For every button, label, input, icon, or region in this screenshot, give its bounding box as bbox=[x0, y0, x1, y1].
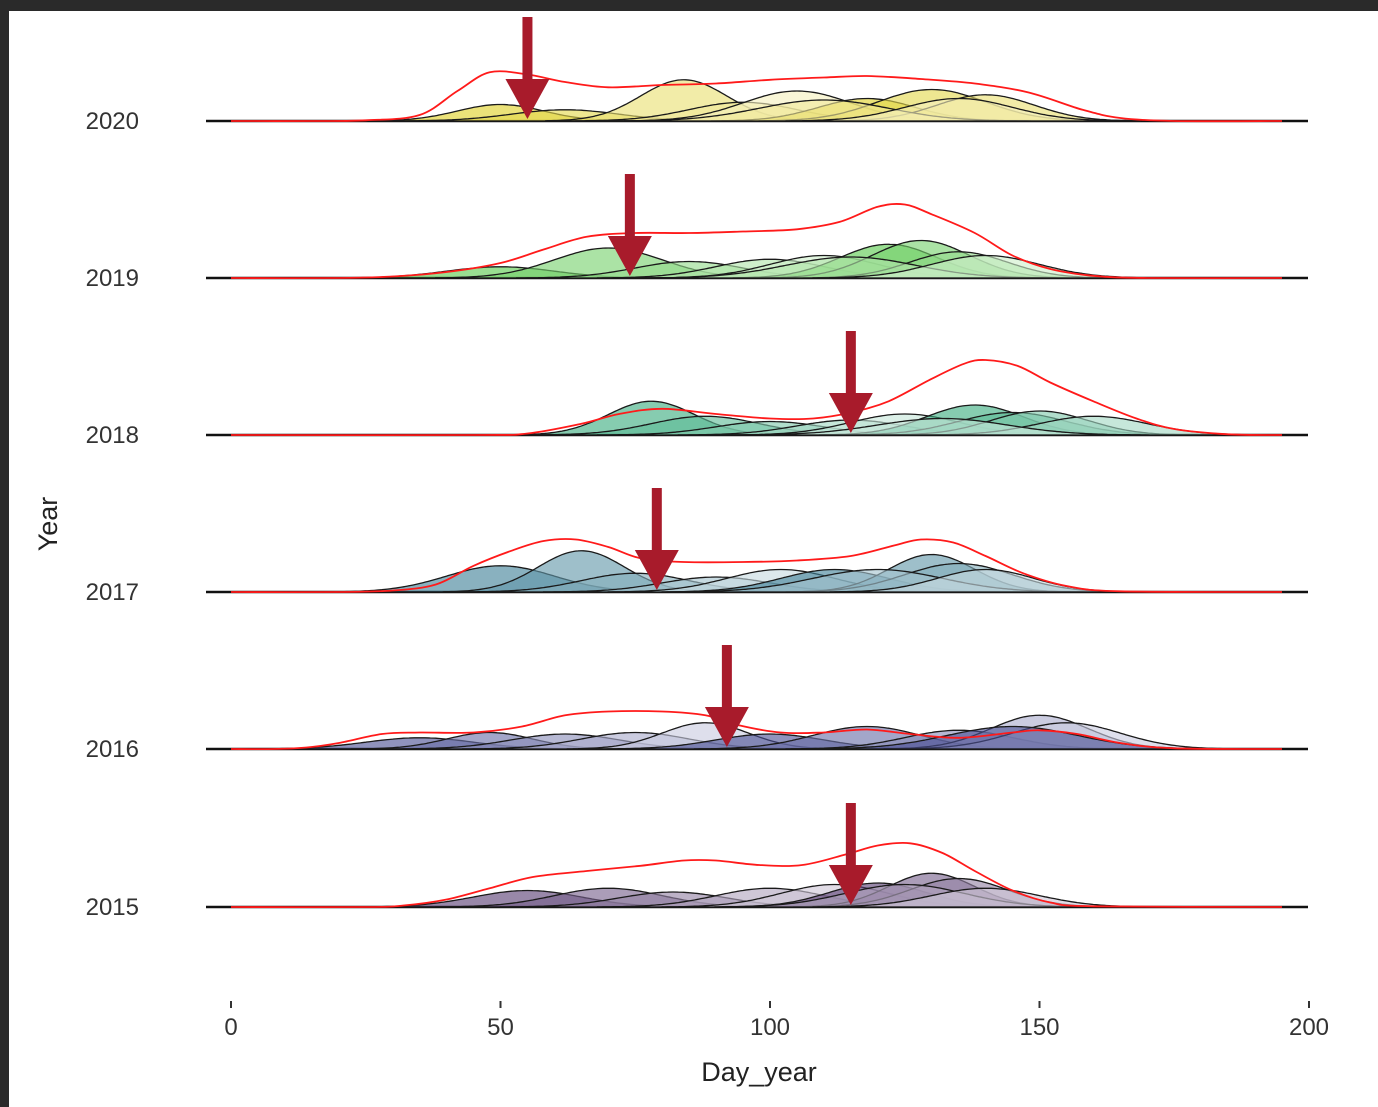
x-axis: 0 50 100 150 200 bbox=[224, 1001, 1329, 1041]
x-tick-label: 0 bbox=[224, 1014, 237, 1041]
y-tick-label: 2015 bbox=[86, 894, 139, 921]
x-axis-title: Day_year bbox=[701, 1057, 817, 1087]
individual-density bbox=[734, 417, 1150, 436]
y-tick-label: 2017 bbox=[86, 579, 139, 606]
x-tick-label: 150 bbox=[1019, 1014, 1059, 1041]
overall-density-line-2018 bbox=[230, 359, 1283, 437]
arrow-stem bbox=[845, 331, 856, 401]
overall-density-line-2019 bbox=[230, 203, 1283, 280]
x-tick-label: 50 bbox=[487, 1014, 514, 1041]
y-tick-label: 2020 bbox=[86, 108, 139, 135]
ridge-2017 bbox=[206, 488, 1308, 594]
arrow-stem bbox=[845, 803, 856, 873]
ridge-2018 bbox=[206, 331, 1308, 437]
y-tick-label: 2018 bbox=[86, 422, 139, 449]
arrow-head bbox=[828, 393, 873, 433]
arrow-stem bbox=[721, 645, 732, 715]
arrow-head bbox=[704, 707, 749, 747]
arrow-head bbox=[634, 550, 679, 590]
arrow-stem bbox=[651, 488, 662, 558]
overall-density-line-2015 bbox=[230, 841, 1283, 909]
y-axis: 2020 2019 2018 2017 2016 2015 bbox=[86, 108, 139, 921]
x-tick-label: 100 bbox=[750, 1014, 790, 1041]
arrow-stem bbox=[624, 174, 635, 244]
ridge-2020 bbox=[206, 17, 1308, 123]
x-tick-label: 200 bbox=[1289, 1014, 1329, 1041]
y-tick-label: 2019 bbox=[86, 265, 139, 292]
arrow-stem bbox=[522, 17, 533, 87]
arrow-head bbox=[828, 865, 873, 905]
overall-density-line-2020 bbox=[230, 70, 1283, 123]
overall-density-line-2017 bbox=[230, 538, 1283, 594]
ridge-2016 bbox=[206, 645, 1308, 751]
arrow-head bbox=[607, 236, 652, 276]
ridge-2015 bbox=[206, 803, 1308, 909]
y-axis-title: Year bbox=[33, 497, 63, 552]
y-tick-label: 2016 bbox=[86, 736, 139, 763]
individual-density bbox=[812, 887, 1159, 908]
arrow-head bbox=[505, 79, 550, 119]
plot-frame: 0 50 100 150 200 2020 2019 2018 2017 2016 2015 Da… bbox=[9, 11, 1378, 1107]
ridgeline-chart: 0 50 100 150 200 2020 2019 2018 2017 2016 2015 Da… bbox=[33, 17, 1329, 1087]
ridges-layer bbox=[206, 17, 1308, 909]
individual-density bbox=[785, 97, 1133, 122]
ridge-2019 bbox=[206, 174, 1308, 280]
